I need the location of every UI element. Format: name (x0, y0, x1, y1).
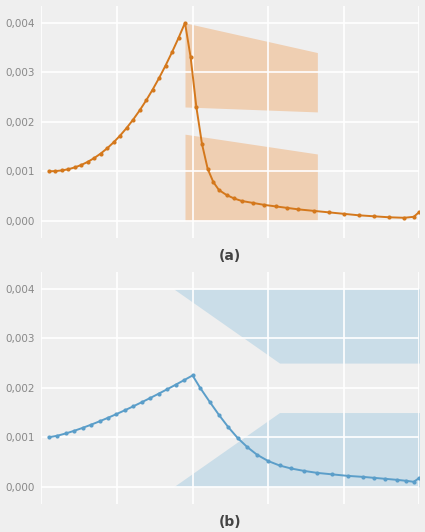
Text: (a): (a) (219, 248, 241, 262)
Text: (b): (b) (219, 514, 242, 528)
